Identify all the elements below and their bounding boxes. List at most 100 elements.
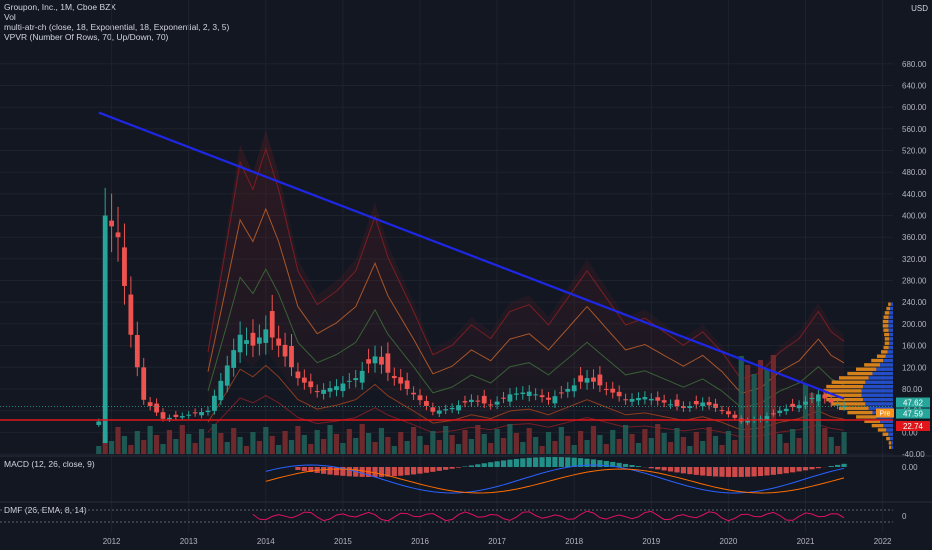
macd-hist-bar [629, 464, 635, 467]
vpvr-row-down [882, 319, 889, 324]
vpvr-row-up [888, 315, 893, 319]
x-tick-label: 2020 [720, 537, 738, 546]
vpvr-row-up [862, 397, 893, 402]
pre-price-tag-bg [896, 408, 930, 419]
last-price-tag: 47.62 [903, 399, 924, 408]
volume-bar [655, 424, 661, 454]
macd-hist-bar [545, 457, 552, 467]
vpvr-row-down [886, 436, 890, 441]
channel-line [207, 207, 845, 394]
macd-hist-bar [552, 457, 558, 467]
volume-bar [166, 430, 173, 454]
y-tick-label: -40.00 [902, 450, 925, 459]
macd-hist-bar [436, 467, 442, 471]
candle-body [417, 395, 423, 401]
vpvr-row-up [889, 337, 893, 341]
volume-bar [841, 432, 847, 454]
macd-hist-bar [346, 467, 352, 477]
vpvr-row-up [885, 354, 893, 358]
candle-body [199, 411, 204, 416]
currency-label[interactable]: USD [911, 4, 928, 13]
macd-zero-label: 0.00 [902, 463, 918, 472]
candle-body [469, 399, 474, 402]
volume-bar [475, 425, 481, 454]
volume-bar [218, 433, 224, 454]
vpvr-row-up [888, 432, 893, 436]
volume-bar [404, 441, 410, 454]
volume-bar [648, 438, 654, 454]
vpvr-row-down [871, 358, 884, 363]
atr-channel-label[interactable]: multi-atr-ch (close, 18, Exponential, 18… [4, 22, 230, 32]
y-tick-label: 360.00 [902, 233, 927, 242]
macd-hist-bar [648, 467, 654, 469]
macd-hist-bar [757, 467, 764, 477]
y-tick-label: 560.00 [902, 125, 927, 134]
candle-body [565, 388, 571, 392]
legend: Groupon, Inc., 1M, Cboe BZX Vol multi-at… [4, 2, 229, 42]
macd-hist-bar [455, 467, 462, 468]
volume-bar [423, 445, 430, 454]
volume-bar [584, 440, 590, 454]
volume-bar [674, 428, 680, 454]
candle-body [501, 397, 506, 399]
volume-bar [173, 439, 179, 454]
candle-body [578, 375, 584, 382]
vpvr-row-up [888, 345, 893, 350]
volume-bar [147, 426, 153, 454]
volume-bar [603, 444, 609, 454]
macd-hist-bar [359, 467, 365, 477]
volume-bar [205, 438, 211, 454]
vpvr-row-down [888, 302, 891, 306]
macd-hist-bar [372, 467, 378, 477]
y-tick-label: 0.00 [902, 428, 918, 437]
vpvr-row-down [864, 363, 881, 367]
volume-bar [198, 429, 205, 454]
candle-body [796, 405, 802, 409]
candle-body [366, 359, 371, 364]
volume-bar [288, 440, 295, 454]
volume-bar [160, 444, 166, 454]
vpvr-row-down [847, 410, 873, 415]
candle-body [571, 385, 577, 392]
vpvr-row-down [888, 441, 892, 445]
candle-body [822, 394, 828, 399]
macd-hist-bar [597, 460, 603, 467]
volume-bar [372, 442, 378, 454]
y-tick-label: 160.00 [902, 342, 927, 351]
channel-line [207, 268, 845, 408]
candle-body [314, 391, 320, 393]
vpvr-row-down [882, 432, 889, 436]
candle-body [212, 395, 217, 411]
volume-bar [314, 430, 320, 454]
volume-bar [449, 435, 455, 454]
vpvr-label[interactable]: VPVR (Number Of Rows, 70, Up/Down, 70) [4, 32, 169, 42]
x-tick-label: 2013 [180, 537, 198, 546]
macd-legend[interactable]: MACD (12, 26, close, 9) [4, 459, 95, 469]
candle-body [623, 399, 628, 401]
volume-bar [443, 426, 449, 454]
vpvr-row-down [877, 428, 887, 432]
volume-bar [623, 425, 629, 454]
vol-label[interactable]: Vol [4, 12, 16, 22]
volume-bar [642, 429, 648, 454]
symbol-title[interactable]: Groupon, Inc., 1M, Cboe BZX [4, 2, 116, 12]
y-tick-label: 400.00 [902, 212, 927, 221]
candle-body [276, 338, 282, 346]
volume-bar [777, 434, 783, 454]
volume-bar [796, 438, 802, 454]
channel-line [207, 394, 845, 438]
vpvr-row-up [865, 380, 893, 384]
vpvr-row-down [831, 402, 866, 406]
candle-body [122, 247, 127, 286]
macd-hist-bar [327, 467, 333, 475]
candle-body [681, 406, 686, 408]
volume-bar [809, 393, 815, 454]
candle-body [841, 406, 847, 408]
vpvr-row-up [880, 363, 893, 367]
macd-hist-bar [417, 467, 423, 474]
macd-hist-bar [674, 467, 680, 473]
candle-body [424, 401, 429, 406]
macd-hist-bar [520, 458, 526, 467]
x-tick-label: 2019 [642, 537, 660, 546]
